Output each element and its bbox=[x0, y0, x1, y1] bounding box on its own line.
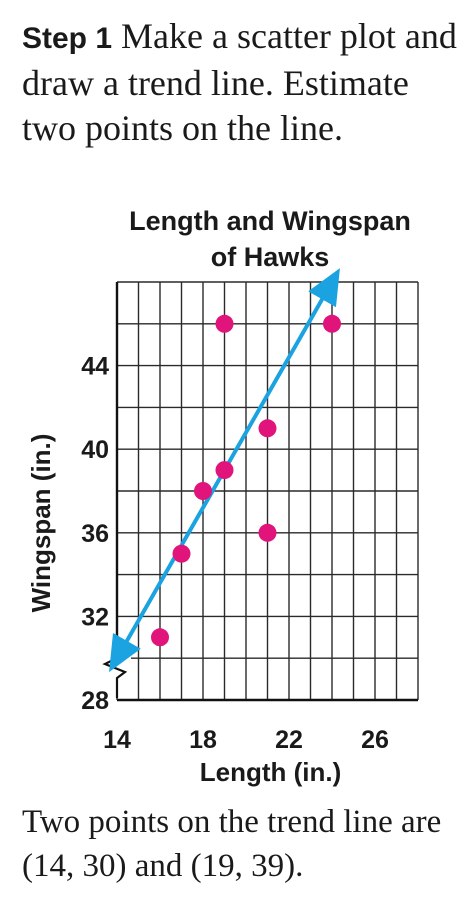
axis-labels: 14 18 22 26 28 32 36 40 44 Length (in.) Wingspan (… bbox=[26, 353, 389, 787]
data-point bbox=[151, 628, 169, 647]
caption-text: Two points on the trend line are (14, 30… bbox=[22, 804, 442, 884]
chart-title-line2: of Hawks bbox=[210, 242, 330, 272]
y-tick-label: 28 bbox=[81, 687, 109, 715]
data-point bbox=[323, 314, 341, 333]
step-label: Step 1 bbox=[22, 22, 113, 55]
scatter-chart: 14 18 22 26 28 32 36 40 44 Length (in.) Wingspan (… bbox=[26, 268, 419, 787]
data-point bbox=[215, 314, 234, 333]
data-point bbox=[172, 544, 191, 563]
y-axis-label: Wingspan (in.) bbox=[26, 434, 56, 613]
data-point bbox=[258, 419, 277, 438]
x-tick-label: 26 bbox=[361, 726, 389, 754]
data-point bbox=[258, 523, 277, 542]
step-text: Make a scatter plot and draw a trend lin… bbox=[22, 16, 457, 148]
y-tick-label: 32 bbox=[81, 603, 109, 631]
x-tick-label: 22 bbox=[275, 726, 303, 754]
x-tick-label: 18 bbox=[189, 726, 217, 754]
data-points bbox=[151, 314, 341, 647]
data-point bbox=[194, 482, 212, 500]
chart-title-line1: Length and Wingspan bbox=[129, 206, 411, 236]
y-tick-label: 40 bbox=[81, 436, 109, 464]
x-tick-label: 14 bbox=[103, 726, 131, 754]
y-tick-label: 36 bbox=[81, 520, 109, 548]
data-point bbox=[215, 461, 234, 480]
y-tick-label: 44 bbox=[81, 353, 109, 381]
x-axis-label: Length (in.) bbox=[200, 757, 342, 787]
step-instruction: Step 1 Make a scatter plot and draw a tr… bbox=[22, 14, 462, 151]
